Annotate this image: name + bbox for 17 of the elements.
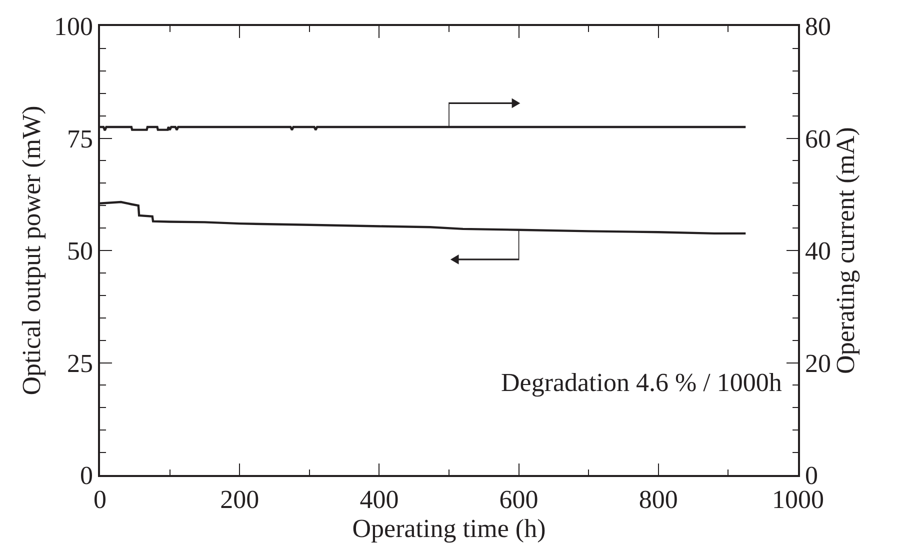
y2-tick-label: 40 [804, 236, 831, 266]
y-tick-label: 0 [80, 461, 94, 490]
y-tick-label: 50 [67, 236, 94, 266]
x-tick-label: 400 [360, 484, 399, 514]
y2-axis-title: Operating current (mA) [831, 127, 860, 374]
x-axis-title: Operating time (h) [352, 514, 546, 543]
x-tick-label: 600 [499, 484, 538, 514]
y2-tick-label: 80 [804, 12, 831, 42]
y-axis-title: Optical output power (mW) [16, 106, 46, 396]
x-tick-label: 200 [220, 484, 260, 514]
x-tick-label: 800 [638, 484, 678, 514]
y2-tick-label: 60 [804, 124, 831, 154]
y-tick-label: 25 [67, 348, 94, 378]
annotation: Degradation 4.6 % / 1000h [501, 368, 782, 397]
y-tick-label: 100 [54, 12, 94, 42]
y2-tick-label: 20 [804, 348, 831, 378]
y-tick-label: 75 [67, 124, 94, 154]
